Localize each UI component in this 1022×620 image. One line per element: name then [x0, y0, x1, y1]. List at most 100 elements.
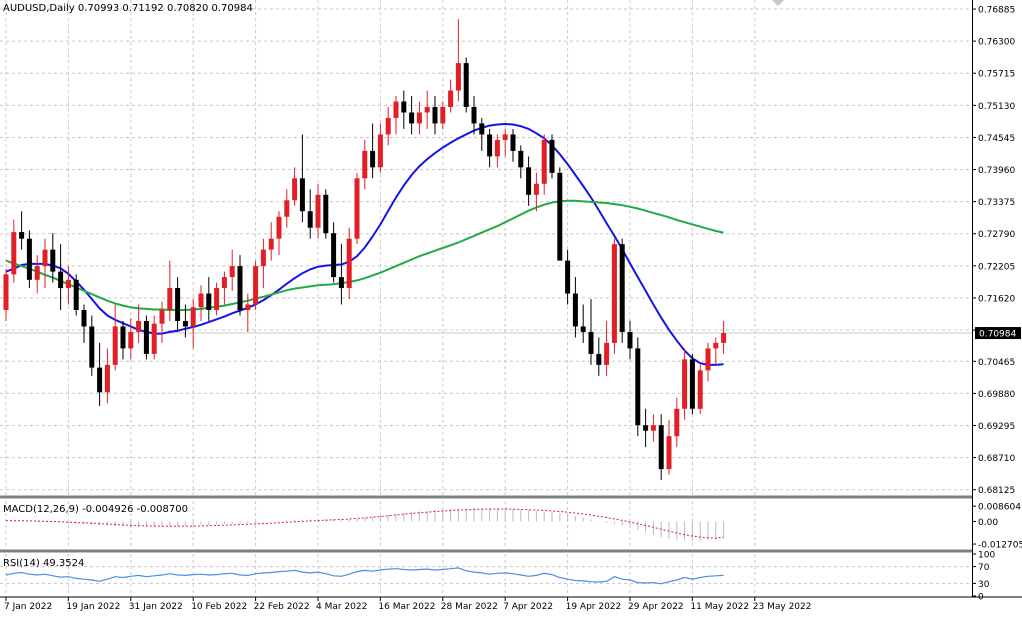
candle[interactable] [182, 304, 188, 338]
candle[interactable] [11, 219, 17, 283]
candle[interactable] [299, 134, 305, 223]
candle[interactable] [635, 337, 641, 437]
candle[interactable] [221, 271, 227, 305]
candle[interactable] [627, 320, 633, 360]
candle[interactable] [510, 128, 516, 162]
candle[interactable] [50, 233, 56, 283]
candle[interactable] [611, 238, 617, 354]
candle[interactable] [721, 320, 727, 354]
candle[interactable] [42, 238, 48, 289]
candle[interactable] [65, 266, 71, 305]
candle[interactable] [705, 342, 711, 382]
candle[interactable] [502, 128, 508, 157]
candle[interactable] [151, 315, 157, 360]
candle[interactable] [432, 96, 438, 135]
candle[interactable] [167, 260, 173, 321]
candle[interactable] [34, 255, 40, 294]
candle[interactable] [89, 315, 95, 376]
candle[interactable] [307, 189, 313, 239]
candle[interactable] [440, 101, 446, 129]
candle[interactable] [198, 285, 204, 321]
candle[interactable] [338, 244, 344, 305]
candle[interactable] [487, 128, 493, 168]
candle[interactable] [253, 260, 259, 310]
candle[interactable] [292, 167, 298, 206]
candle[interactable] [331, 222, 337, 283]
candle-body [120, 326, 126, 349]
candle-body [182, 320, 188, 327]
candle[interactable] [565, 249, 571, 305]
candle[interactable] [276, 211, 282, 256]
candle[interactable] [112, 304, 118, 371]
candle[interactable] [268, 222, 274, 261]
candle[interactable] [557, 167, 563, 261]
candle[interactable] [26, 230, 32, 289]
scroll-marker-icon[interactable] [772, 0, 784, 6]
candle[interactable] [370, 123, 376, 179]
candle[interactable] [128, 318, 134, 360]
candle[interactable] [604, 320, 610, 376]
candle[interactable] [409, 96, 415, 135]
candle[interactable] [549, 134, 555, 179]
candle[interactable] [448, 79, 454, 113]
candle[interactable] [494, 134, 500, 168]
candle[interactable] [463, 57, 469, 113]
candle[interactable] [58, 244, 64, 310]
candle[interactable] [136, 304, 142, 343]
candle[interactable] [104, 348, 110, 404]
candle[interactable] [643, 408, 649, 448]
candle[interactable] [518, 145, 524, 179]
candle[interactable] [416, 101, 422, 135]
candle[interactable] [143, 315, 149, 360]
candle[interactable] [206, 277, 212, 321]
candle[interactable] [650, 414, 656, 442]
candle[interactable] [73, 274, 79, 316]
candle[interactable] [526, 156, 532, 206]
candle[interactable] [3, 268, 9, 321]
candle-body [81, 310, 87, 327]
candle[interactable] [237, 255, 243, 316]
candle[interactable] [471, 96, 477, 135]
candle[interactable] [190, 299, 196, 349]
candle[interactable] [229, 249, 235, 291]
candle[interactable] [713, 337, 719, 365]
candle[interactable] [385, 106, 391, 146]
candle[interactable] [81, 304, 87, 343]
candle[interactable] [175, 277, 181, 332]
candle[interactable] [97, 342, 103, 407]
candle[interactable] [315, 183, 321, 239]
candle[interactable] [580, 304, 586, 343]
candle[interactable] [666, 419, 672, 475]
candle[interactable] [533, 172, 539, 212]
candle[interactable] [401, 90, 407, 129]
candle[interactable] [362, 139, 368, 190]
candle[interactable] [682, 348, 688, 420]
candle[interactable] [689, 353, 695, 415]
candle[interactable] [214, 282, 220, 316]
candle[interactable] [393, 96, 399, 135]
candle[interactable] [159, 301, 165, 343]
candle[interactable] [19, 211, 25, 250]
candle[interactable] [120, 320, 126, 360]
candle-body [19, 232, 25, 239]
candle[interactable] [541, 134, 547, 195]
candle[interactable] [377, 123, 383, 173]
candle[interactable] [260, 238, 266, 289]
candle[interactable] [572, 277, 578, 338]
candle[interactable] [697, 364, 703, 415]
candle[interactable] [588, 299, 594, 365]
candle[interactable] [674, 397, 680, 448]
candle[interactable] [596, 337, 602, 376]
candle[interactable] [245, 293, 251, 332]
candle[interactable] [323, 189, 329, 239]
candle[interactable] [424, 90, 430, 129]
candle[interactable] [346, 227, 352, 300]
candle[interactable] [284, 189, 290, 228]
candle[interactable] [479, 117, 485, 151]
candle[interactable] [354, 172, 360, 245]
candle[interactable] [619, 238, 625, 343]
candle[interactable] [658, 414, 664, 481]
candle[interactable] [455, 19, 461, 102]
